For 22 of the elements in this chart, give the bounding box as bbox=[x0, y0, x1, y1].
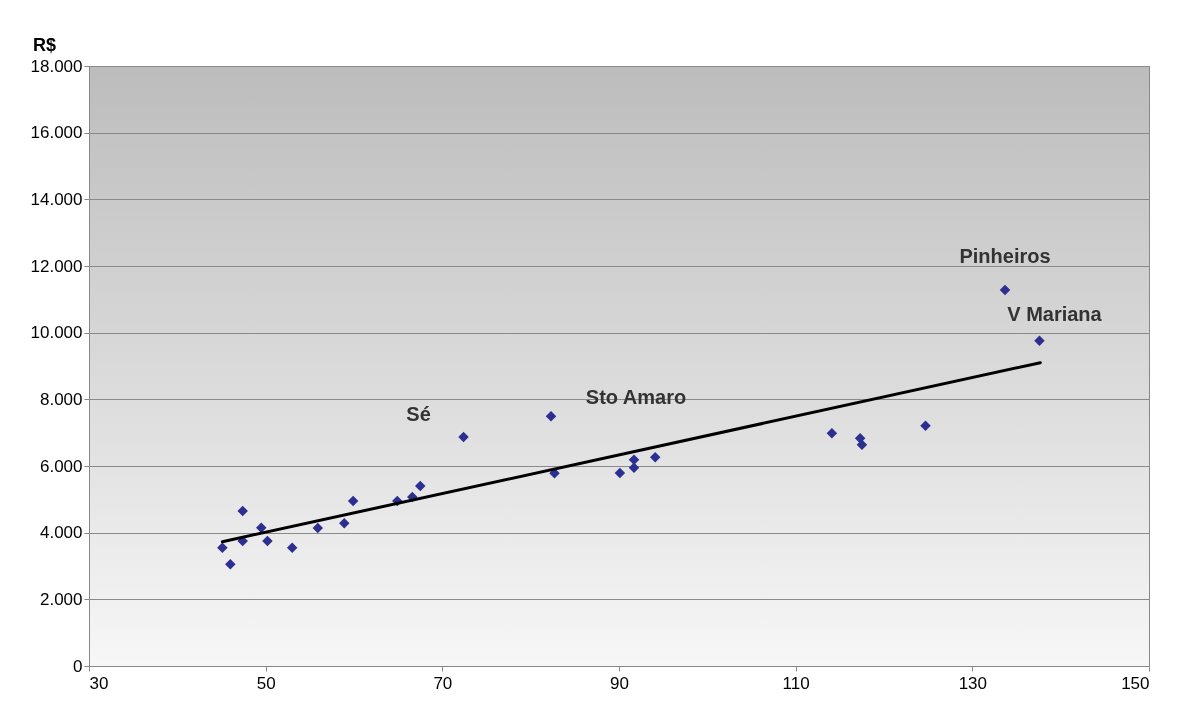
x-tick-label: 150 bbox=[1121, 673, 1150, 693]
y-tick-label: 0 bbox=[73, 656, 83, 676]
y-tick-label: 8.000 bbox=[39, 389, 83, 409]
annotation: V Mariana bbox=[1007, 302, 1103, 325]
y-tick-label: 18.000 bbox=[30, 56, 83, 76]
x-tick-label: 50 bbox=[256, 673, 276, 693]
y-axis-title: R$ bbox=[32, 34, 57, 55]
y-tick-label: 14.000 bbox=[30, 189, 83, 209]
y-tick-label: 10.000 bbox=[30, 323, 83, 343]
y-tick-label: 16.000 bbox=[30, 123, 83, 143]
x-tick-label: 90 bbox=[610, 673, 629, 693]
annotation: Sto Amaro bbox=[585, 386, 687, 409]
y-tick-label: 4.000 bbox=[39, 523, 83, 543]
x-tick-label: 130 bbox=[958, 673, 988, 693]
annotation: Sé bbox=[406, 403, 431, 425]
x-tick-label: 110 bbox=[782, 673, 810, 693]
x-tick-label: 30 bbox=[89, 673, 109, 693]
x-tick-label: 70 bbox=[433, 673, 453, 693]
y-tick-label: 12.000 bbox=[30, 256, 83, 276]
annotation: Pinheiros bbox=[959, 245, 1051, 267]
y-tick-label: 2.000 bbox=[39, 589, 83, 609]
y-tick-label: 6.000 bbox=[39, 456, 83, 476]
